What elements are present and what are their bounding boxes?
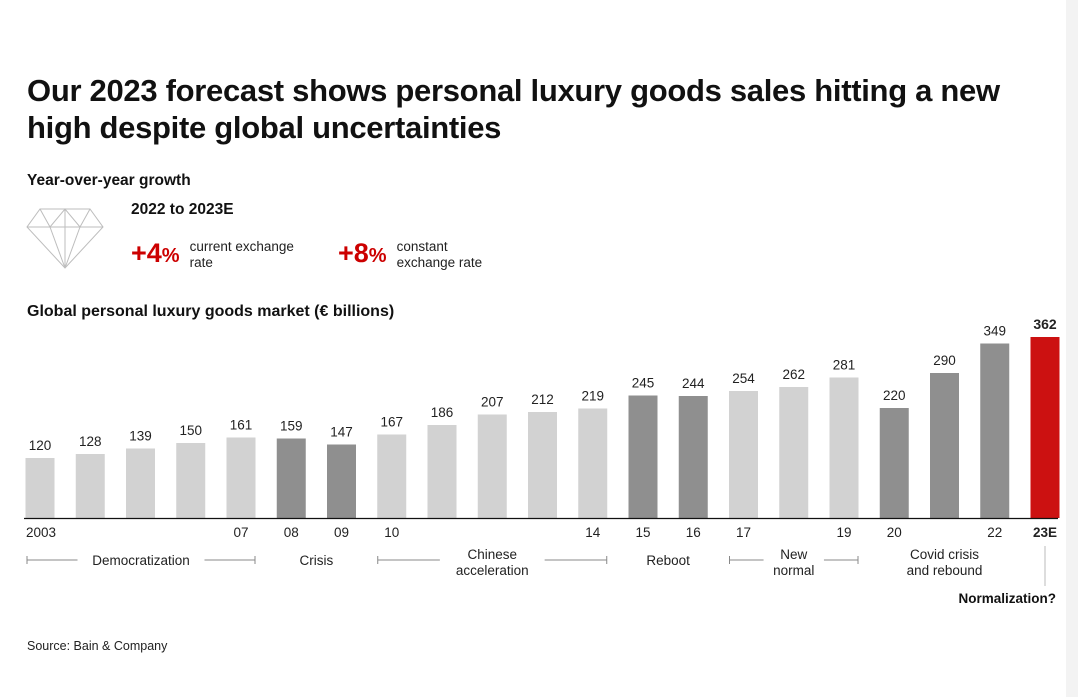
bar [276,438,306,518]
phase-label: Crisis [300,553,334,568]
kpi-note: constant exchange rate [396,238,483,270]
bar [377,434,407,518]
x-tick-label: 08 [284,525,299,540]
data-label: 362 [1033,316,1057,332]
data-label: 220 [883,388,906,403]
data-label: 120 [29,438,52,453]
bar [427,425,457,518]
x-tick-label: 20 [887,525,902,540]
data-label: 186 [431,405,454,420]
bar [176,443,206,518]
x-tick-label: 10 [384,525,399,540]
kpi-value: +4% [131,238,180,268]
bar [879,408,909,518]
data-label: 254 [732,371,755,386]
page-edge [1066,0,1078,697]
data-label: 150 [179,423,202,438]
bar [25,458,55,518]
data-label: 349 [983,324,1006,339]
x-tick-label: 15 [635,525,650,540]
data-label: 139 [129,429,152,444]
phase-label: Covid crisis and rebound [907,547,983,578]
data-label: 262 [782,367,805,382]
bar [628,395,658,518]
x-tick-label: 17 [736,525,751,540]
bar [980,343,1010,518]
data-label: 245 [632,376,655,391]
page-title: Our 2023 forecast shows personal luxury … [27,73,1000,145]
data-label: 207 [481,395,504,410]
x-tick-label: 07 [233,525,248,540]
chart-title: Global personal luxury goods market (€ b… [27,303,395,320]
data-label: 212 [531,392,554,407]
data-label: 161 [230,418,253,433]
source-note: Source: Bain & Company [27,639,168,653]
yoy-label: Year-over-year growth [27,172,191,189]
bar [930,373,959,518]
bar [528,412,557,518]
phase-label: Democratization [92,553,190,568]
bar [1030,337,1060,518]
bar [126,448,155,518]
bar [829,377,859,518]
kpi-note: current exchange rate [189,238,294,270]
data-label: 244 [682,376,705,391]
x-tick-label: 22 [987,525,1002,540]
phase-label: Normalization? [958,591,1056,606]
data-label: 128 [79,434,102,449]
bar [578,408,608,518]
phase-label: Chinese acceleration [456,547,529,578]
kpi-value: +8% [338,238,387,268]
bar [779,387,809,518]
bar [477,414,507,518]
data-label: 167 [380,415,403,430]
data-label: 219 [581,389,604,404]
x-tick-label: 2003 [26,525,56,540]
kpi-constant-rate: +8% constant exchange rate [338,238,502,271]
bar [226,437,256,518]
bar [75,454,105,518]
data-label: 147 [330,425,353,440]
x-tick-label: 16 [686,525,701,540]
x-tick-label: 09 [334,525,349,540]
data-label: 159 [280,419,303,434]
bar [327,444,356,518]
data-label: 290 [933,353,956,368]
growth-period: 2022 to 2023E [131,201,234,218]
kpi-current-rate: +4% current exchange rate [131,238,295,271]
x-tick-label: 19 [836,525,851,540]
x-tick-label: 23E [1033,525,1057,540]
bar-chart: 120 128 139 150 161 159 147 167 186 207 212 219 245 2… [24,316,1060,606]
diamond-icon [26,208,104,269]
bar [678,396,708,518]
phase-label: Reboot [646,553,690,568]
data-label: 281 [833,358,856,373]
bar [729,391,758,518]
phase-label: New normal [773,547,814,578]
x-tick-label: 14 [585,525,601,540]
